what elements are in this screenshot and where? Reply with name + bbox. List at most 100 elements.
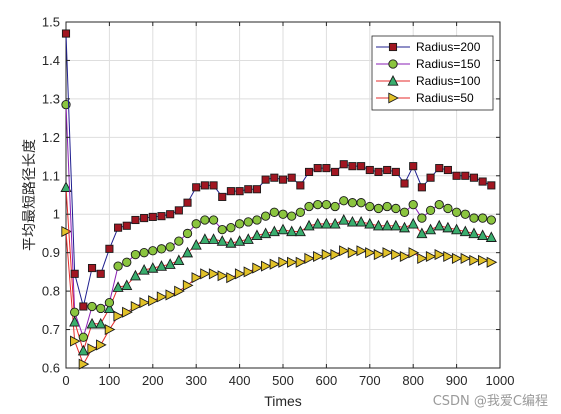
data-point — [242, 233, 254, 244]
data-point — [322, 164, 331, 173]
data-point — [61, 225, 72, 238]
data-point — [139, 297, 151, 309]
data-point — [277, 223, 289, 235]
data-point — [208, 268, 220, 280]
data-point — [425, 250, 437, 263]
data-point — [296, 181, 305, 190]
data-point — [235, 187, 244, 196]
data-point — [477, 254, 489, 266]
data-point — [407, 217, 419, 229]
data-point — [260, 260, 272, 272]
data-point — [313, 164, 322, 173]
y-axis-label: 平均最短路径长度 — [21, 139, 37, 251]
data-point — [96, 269, 105, 278]
data-point — [287, 173, 296, 182]
data-point — [409, 162, 418, 171]
data-point — [208, 233, 220, 244]
data-point — [364, 217, 376, 229]
data-point — [130, 249, 141, 260]
data-point — [252, 185, 262, 194]
data-point — [217, 270, 229, 282]
data-point — [156, 291, 168, 303]
y-tick-label: 0.6 — [42, 361, 60, 376]
data-point — [87, 263, 97, 273]
data-point — [382, 201, 392, 212]
y-tick-label: 0.8 — [42, 284, 60, 299]
x-tick-label: 700 — [359, 373, 381, 388]
data-point — [278, 175, 288, 184]
data-point — [347, 198, 358, 208]
series-radius-100 — [60, 181, 497, 356]
data-point — [130, 300, 142, 313]
data-point — [244, 185, 253, 194]
data-point — [452, 171, 461, 180]
data-point — [70, 335, 81, 347]
data-point — [339, 245, 350, 257]
data-point — [103, 302, 115, 314]
data-point — [295, 256, 307, 268]
data-point — [416, 227, 428, 239]
data-point — [208, 215, 219, 225]
data-point — [61, 29, 71, 38]
legend-label: Radius=100 — [416, 74, 481, 88]
data-point — [234, 235, 246, 246]
data-point — [391, 249, 402, 261]
data-point — [148, 246, 158, 256]
data-point — [391, 203, 401, 214]
legend-label: Radius=150 — [416, 57, 481, 71]
data-point — [70, 307, 80, 317]
data-point — [365, 201, 375, 212]
data-point — [174, 236, 184, 246]
data-point — [485, 231, 497, 242]
data-point — [122, 257, 132, 267]
data-point — [200, 268, 211, 280]
data-point — [434, 199, 444, 210]
data-point — [260, 211, 271, 221]
data-point — [77, 344, 89, 356]
data-point — [226, 272, 237, 284]
data-point — [303, 219, 315, 231]
data-point — [417, 252, 428, 264]
data-point — [166, 210, 175, 219]
data-point — [338, 214, 350, 225]
data-point — [348, 162, 357, 171]
x-tick-label: 100 — [99, 373, 121, 388]
data-point — [278, 256, 289, 268]
data-point — [390, 219, 402, 231]
data-point — [356, 245, 368, 257]
data-point — [313, 250, 324, 263]
x-tick-label: 500 — [272, 373, 294, 388]
data-point — [459, 225, 471, 237]
data-point — [268, 225, 280, 237]
data-point — [391, 167, 400, 176]
data-point — [78, 358, 90, 370]
y-tick-label: 0.9 — [42, 245, 60, 260]
data-point — [87, 343, 99, 355]
legend-marker — [388, 59, 398, 69]
data-point — [190, 239, 202, 250]
data-point — [200, 215, 210, 225]
data-point — [148, 212, 157, 221]
data-point — [113, 261, 123, 271]
data-point — [425, 205, 436, 216]
y-tick-label: 1.4 — [42, 53, 60, 68]
data-point — [469, 173, 479, 182]
data-point — [156, 244, 167, 254]
data-point — [191, 272, 203, 284]
data-point — [426, 173, 435, 182]
data-point — [486, 215, 496, 225]
data-point — [287, 256, 298, 268]
data-point — [148, 295, 159, 307]
tick-labels: 0 100 200 300 400 500 600 700 800 900 1000 0.6 0.7 0.… — [42, 15, 515, 389]
data-point — [96, 339, 107, 351]
data-point — [374, 167, 383, 176]
data-point — [270, 173, 279, 182]
legend-marker — [387, 75, 399, 86]
legend: Radius=200 Radius=150 Radius=100 Radius=50 — [371, 35, 494, 111]
y-tick-label: 1.1 — [42, 168, 60, 183]
data-point — [104, 297, 115, 308]
y-tick-label: 1.3 — [42, 91, 60, 106]
data-point — [346, 215, 358, 227]
data-point — [469, 213, 479, 223]
data-point — [157, 212, 166, 221]
